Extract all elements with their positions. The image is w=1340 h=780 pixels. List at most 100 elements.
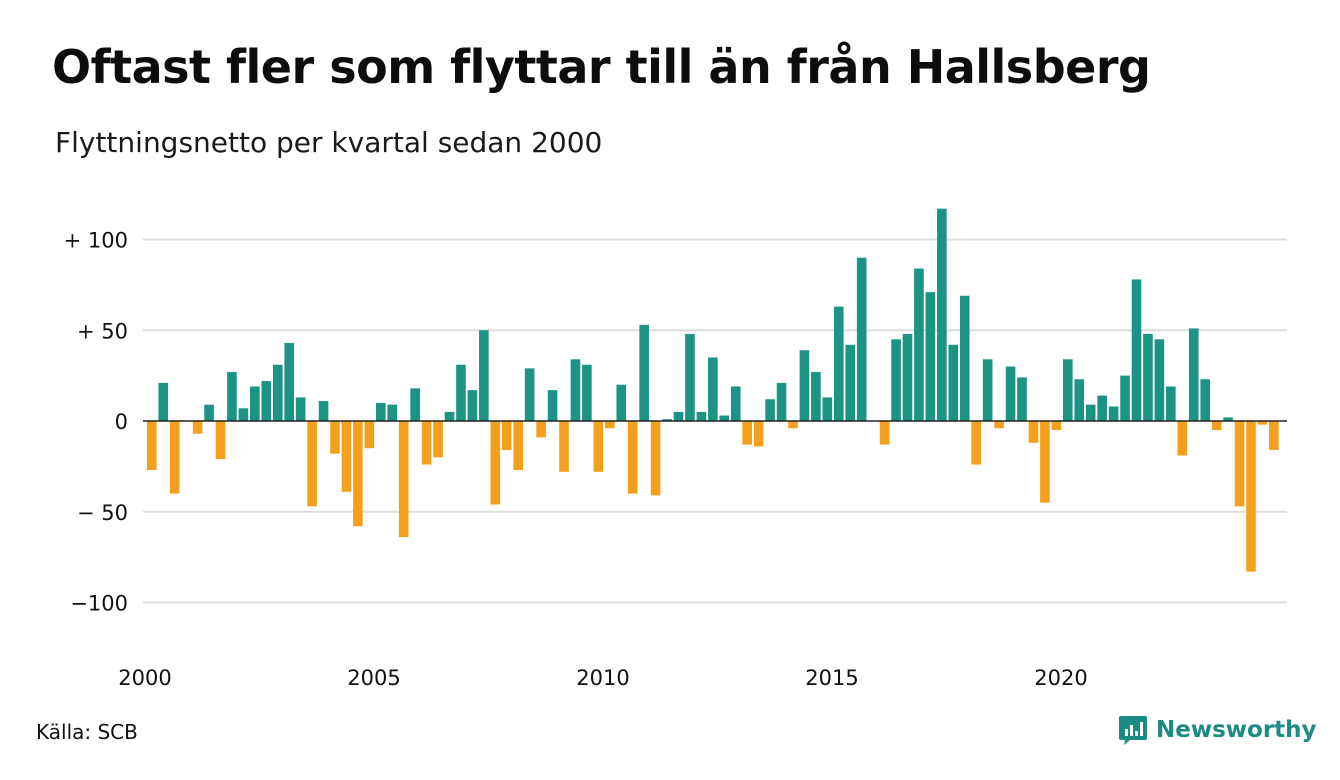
source-note: Källa: SCB	[36, 720, 138, 744]
bar	[1017, 377, 1027, 421]
bar	[1166, 386, 1176, 421]
bar	[616, 384, 627, 421]
chart-subtitle: Flyttningsnetto per kvartal sedan 2000	[55, 126, 603, 159]
bar	[215, 421, 226, 460]
bar	[1051, 421, 1062, 431]
bar	[765, 399, 775, 421]
bar	[673, 411, 684, 421]
bar	[1028, 421, 1039, 443]
bar	[799, 350, 810, 421]
bar	[295, 397, 306, 421]
bar	[994, 421, 1004, 429]
bar	[1131, 279, 1142, 421]
bar	[879, 421, 890, 445]
bar	[708, 357, 718, 421]
bar	[147, 421, 157, 470]
bar	[1143, 333, 1153, 421]
bar	[925, 292, 936, 421]
bar	[1040, 421, 1050, 503]
bar	[1108, 406, 1119, 421]
x-tick-label: 2005	[347, 666, 400, 690]
bar	[1246, 421, 1256, 572]
y-tick-label: − 50	[77, 501, 128, 525]
bar	[1188, 328, 1199, 421]
bar	[238, 408, 249, 422]
bar	[650, 421, 661, 496]
x-tick-label: 2010	[576, 666, 629, 690]
bar	[685, 333, 695, 421]
bar	[364, 421, 375, 449]
bar	[547, 390, 558, 421]
bar	[1005, 366, 1016, 421]
bar	[192, 421, 203, 434]
bar	[272, 364, 283, 422]
bar	[250, 386, 260, 421]
bar	[937, 208, 947, 421]
bar	[318, 401, 329, 421]
bar	[158, 382, 169, 421]
brand-logo: Newsworthy	[1118, 714, 1317, 746]
bar	[387, 404, 398, 422]
bar	[1097, 395, 1107, 421]
bar	[490, 421, 501, 505]
bar	[753, 421, 764, 447]
x-tick-label: 2000	[118, 666, 171, 690]
bar	[822, 397, 833, 421]
bar	[227, 372, 237, 421]
bar	[559, 421, 569, 472]
bar	[1269, 421, 1279, 451]
bar	[536, 421, 546, 438]
bars	[147, 208, 1279, 572]
bar	[1200, 379, 1210, 421]
bar	[261, 381, 272, 421]
bar	[421, 421, 432, 465]
bar	[467, 390, 478, 421]
bar	[307, 421, 317, 507]
y-tick-label: + 100	[64, 229, 128, 253]
bar	[444, 411, 455, 421]
bar	[376, 402, 386, 421]
bar	[284, 342, 294, 421]
bar	[1234, 421, 1245, 507]
bar	[353, 421, 363, 527]
bar	[1177, 421, 1188, 456]
bar	[169, 421, 180, 494]
x-tick-label: 2020	[1034, 666, 1087, 690]
bar-chart: + 100 + 50 0 − 50 −100 2000 2005 2010 2015 2020	[64, 208, 1287, 690]
bar	[891, 339, 901, 421]
bar	[730, 386, 741, 421]
bar	[627, 421, 638, 494]
newsworthy-logo-icon	[1119, 716, 1147, 745]
bar	[1211, 421, 1222, 431]
bar	[742, 421, 752, 445]
bar	[982, 359, 993, 421]
bar	[398, 421, 409, 538]
chart-title: Oftast fler som flyttar till än från Hal…	[52, 40, 1151, 94]
bar	[1063, 359, 1073, 421]
bar	[914, 268, 924, 421]
bar	[1074, 379, 1085, 421]
bar	[433, 421, 443, 458]
bar	[776, 382, 787, 421]
y-tick-label: + 50	[77, 319, 128, 343]
bar	[456, 364, 466, 422]
axes: + 100 + 50 0 − 50 −100 2000 2005 2010 2015 2020	[64, 229, 1287, 690]
bar	[593, 421, 604, 472]
bar	[719, 415, 730, 422]
bar	[1085, 404, 1096, 422]
bar	[570, 359, 581, 421]
y-tick-label: 0	[115, 410, 128, 434]
y-tick-label: −100	[70, 592, 128, 616]
bar	[902, 333, 913, 421]
bar	[662, 419, 672, 421]
gridlines	[143, 238, 1287, 604]
bar	[788, 421, 798, 429]
bar	[410, 388, 420, 421]
bar	[1120, 375, 1130, 422]
bar	[341, 421, 352, 492]
bar	[1257, 421, 1268, 425]
bar	[330, 421, 340, 454]
bar	[501, 421, 512, 451]
bar	[959, 295, 970, 421]
x-tick-label: 2015	[805, 666, 858, 690]
